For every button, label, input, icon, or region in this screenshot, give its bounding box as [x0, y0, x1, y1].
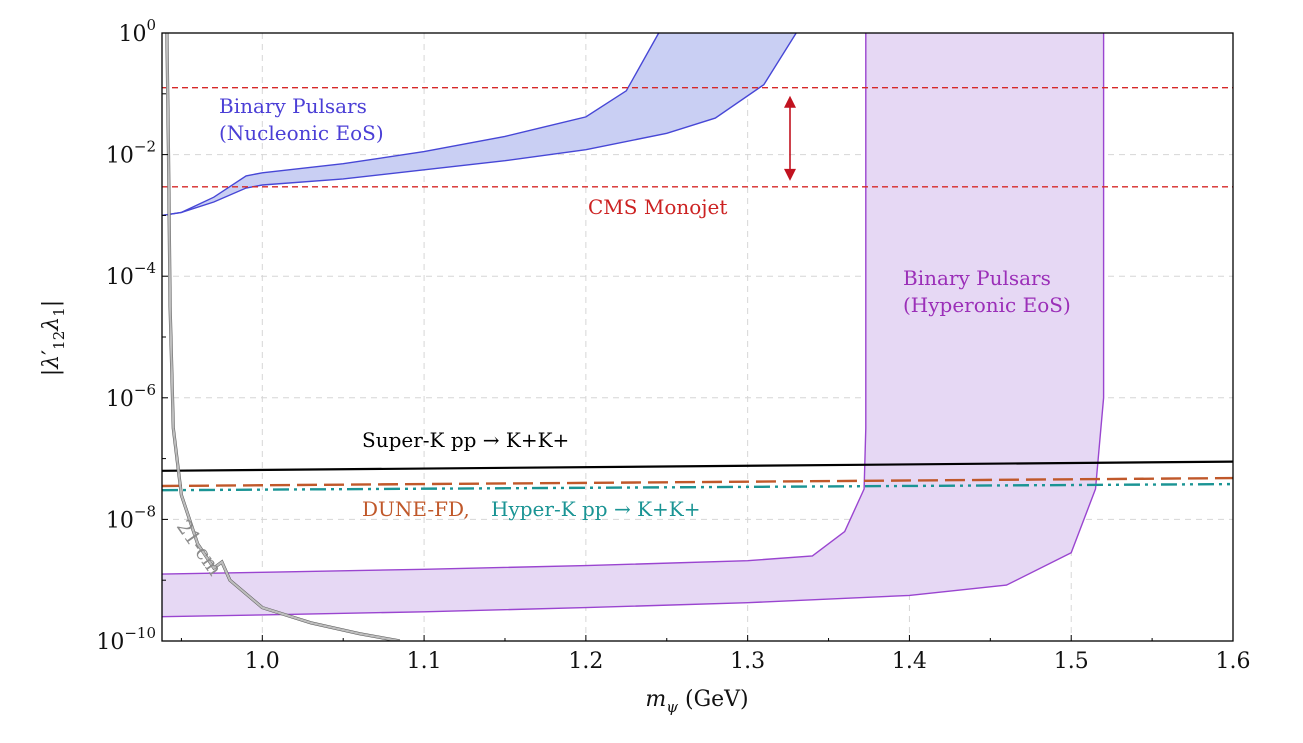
dune-label: DUNE-FD, [362, 497, 470, 521]
x-tick-label: 1.3 [730, 649, 765, 674]
y-tick-label: 100 [118, 16, 156, 47]
superk-label: Super-K pp → K+K+ [362, 428, 569, 452]
binary-pulsars-hyperonic-eos-upper-edge [162, 33, 867, 575]
cms-arrow-head-up [784, 95, 796, 108]
nucleonic-label-line1: Binary Pulsars [219, 94, 367, 118]
21-cm-line [165, 33, 400, 641]
y-tick-label: 10−10 [96, 624, 156, 655]
data-bands [162, 33, 1105, 618]
y-axis-title: |λ′12λ1| [39, 300, 68, 376]
x-tick-label: 1.2 [568, 649, 603, 674]
super-k-pp-k-k-line [162, 460, 1233, 472]
cms-arrow-head-down [784, 168, 796, 181]
data-lines [162, 33, 1233, 641]
cms-monojet-label: CMS Monojet [588, 195, 727, 219]
nucleonic-label-line2: (Nucleonic EoS) [219, 121, 384, 145]
y-tick-label: 10−4 [106, 259, 156, 290]
x-tick-label: 1.0 [245, 649, 280, 674]
x-tick-label: 1.5 [1054, 649, 1089, 674]
hyperk-label: Hyper-K pp → K+K+ [491, 497, 700, 521]
cms-monojet-arrow [784, 95, 796, 181]
binary-pulsars-nucleonic-eos-band [162, 33, 797, 216]
y-tick-label: 10−8 [106, 502, 156, 533]
hyperonic-label-line2: (Hyperonic EoS) [903, 293, 1071, 317]
binary-pulsars-nucleonic-eos-upper-edge [162, 33, 660, 217]
y-tick-label: 10−6 [106, 381, 156, 412]
x-tick-label: 1.1 [407, 649, 442, 674]
x-tick-label: 1.6 [1216, 649, 1251, 674]
dune-fd-line [162, 476, 1233, 488]
y-tick-label: 10−2 [106, 138, 156, 169]
hyper-k-pp-k-k-line [162, 482, 1233, 492]
binary-pulsars-hyperonic-eos-band [162, 33, 1104, 617]
binary-pulsars-nucleonic-eos-lower-edge [162, 33, 797, 217]
x-tick-label: 1.4 [892, 649, 927, 674]
binary-pulsars-hyperonic-eos-lower-edge [162, 33, 1105, 618]
axis-ticks: 1.0 1.1 1.2 1.3 1.4 1.5 1.6 100 10−2 10−4 10−6 10−8… [96, 16, 1250, 674]
x-axis-title: mψ (GeV) [645, 687, 748, 716]
cm21-label: 21-cm [172, 515, 227, 580]
hyperonic-label-line1: Binary Pulsars [903, 266, 1051, 290]
